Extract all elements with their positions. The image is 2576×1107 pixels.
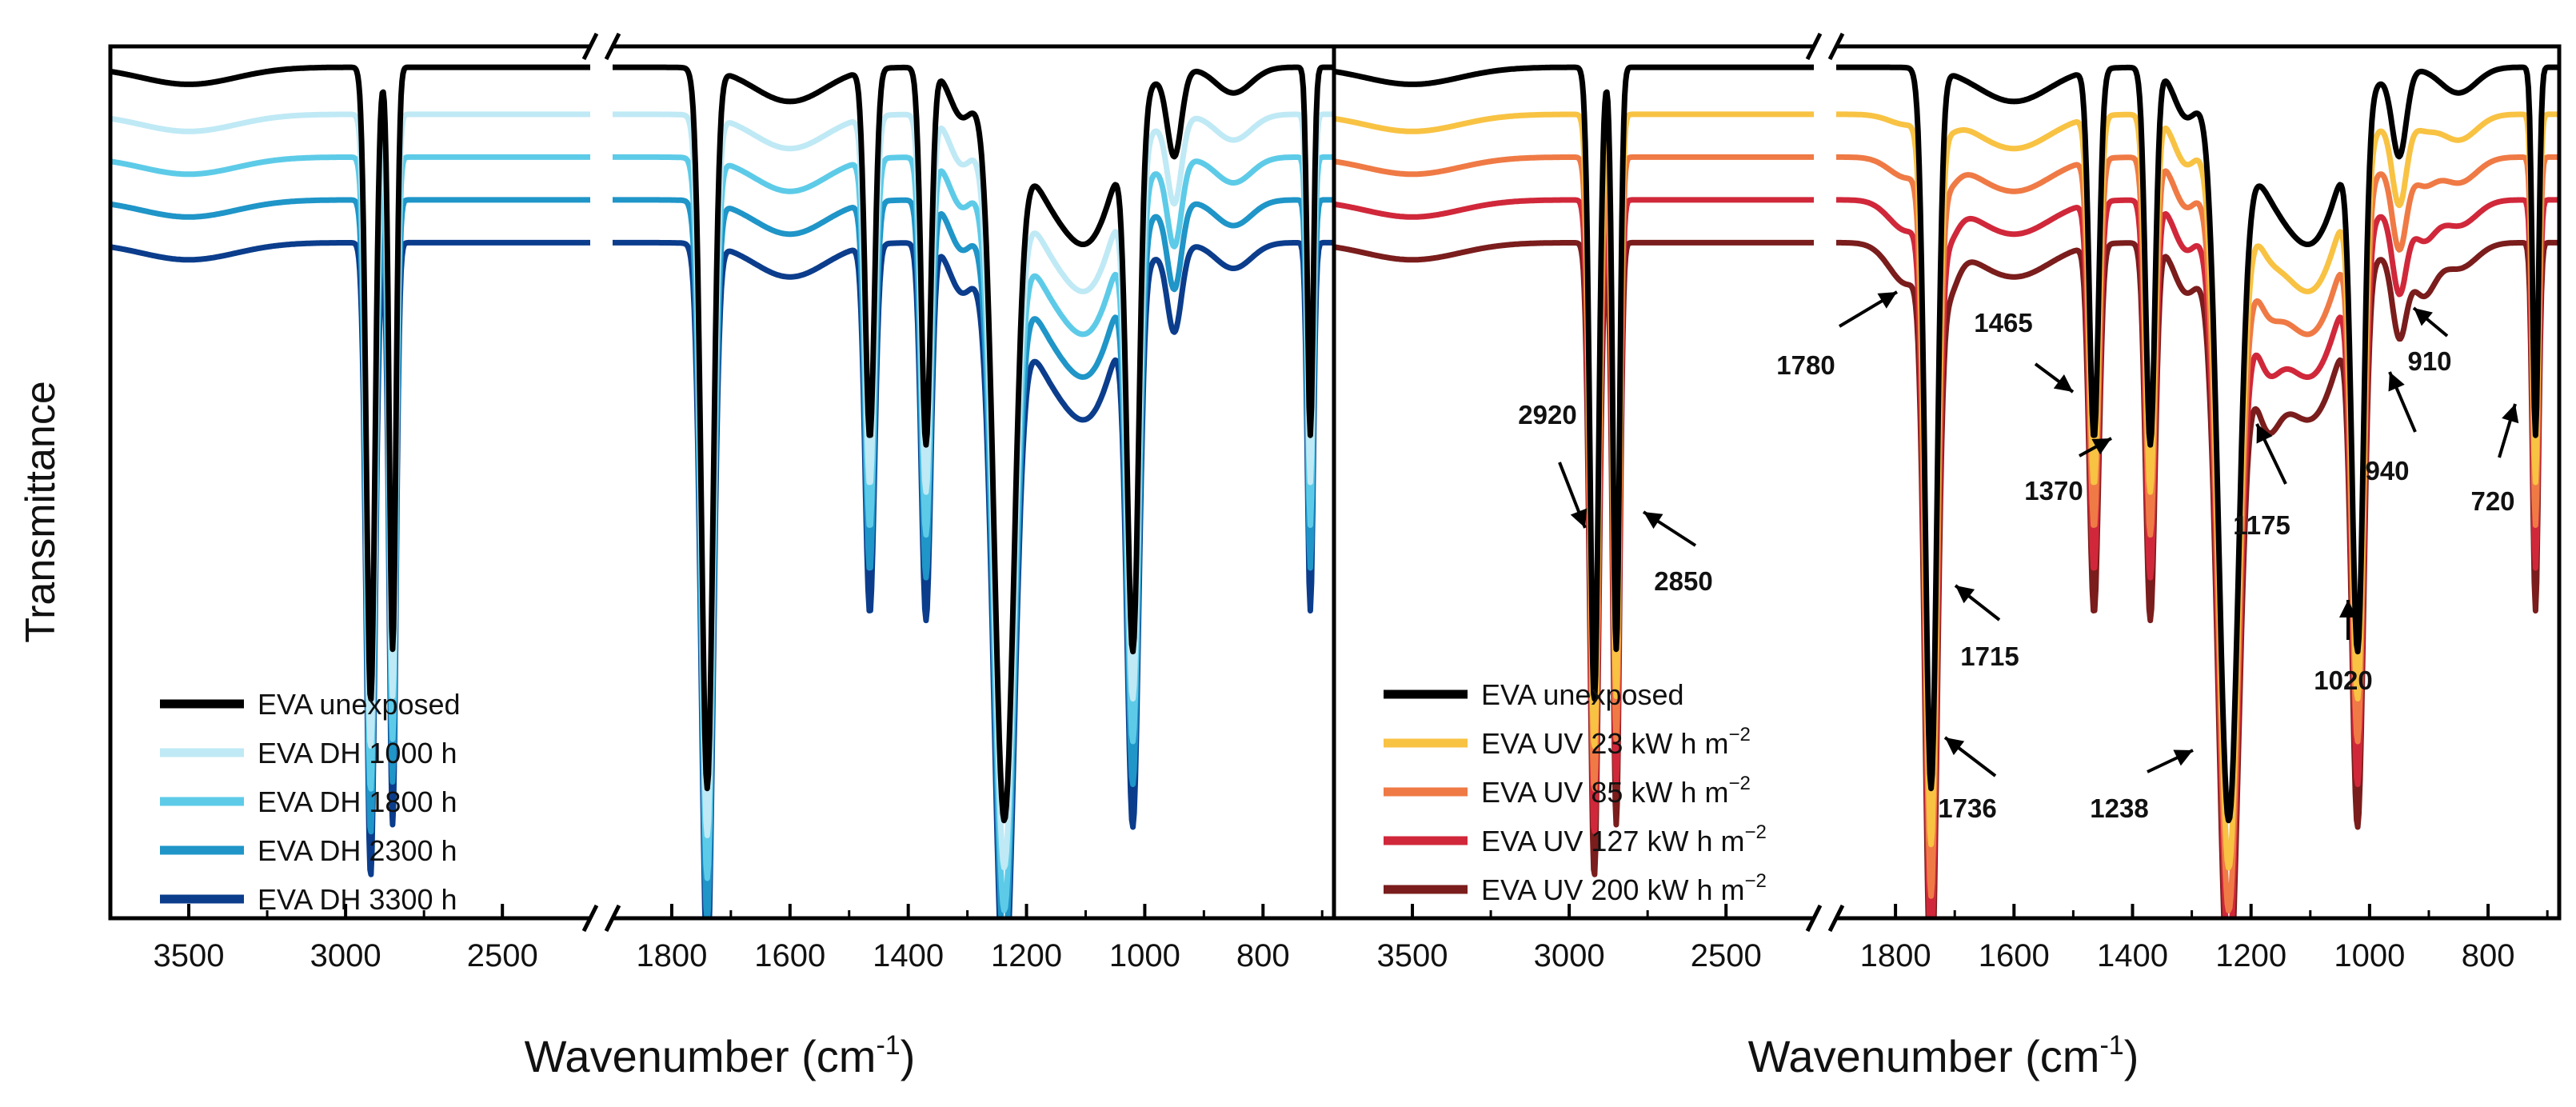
series-line-0-2 [110,154,1334,913]
x-tick-label: 1000 [1109,938,1180,973]
legend-label: EVA DH 2300 h [258,834,457,867]
legend-left: EVA unexposed EVA DH 1000 h EVA DH 1800 h E… [160,688,461,916]
axis-break-mark [604,32,621,61]
x-tick-label: 2500 [467,938,538,973]
peak-label: 910 [2407,346,2451,376]
series-line-0-4 [110,239,1334,918]
x-tick-label: 3000 [1534,938,1605,973]
x-tick-label: 1000 [2334,938,2405,973]
series-line-1-3 [1334,197,2559,918]
break-gap-right [1814,46,1836,918]
x-tick-label: 1400 [873,938,944,973]
peak-arrow-head [2091,438,2111,455]
axis-break-mark [581,904,599,933]
plot-frame-1 [1332,44,2562,921]
peak-label: 2920 [1518,400,1576,430]
legend-label: EVA unexposed [258,688,461,721]
legend-label: EVA DH 3300 h [258,883,457,916]
peak-label: 1175 [2233,510,2290,540]
axis-break-mark [1805,32,1823,61]
x-tick-label: 1600 [1979,938,2050,973]
axis-break-gap [590,913,613,923]
x-axis-label: Wavenumber (cm-1) [525,1030,916,1081]
axis-break-mark [1827,904,1845,933]
axis-break-gap [1814,42,1836,51]
series-line-1-2 [1334,154,2559,913]
legend-label: EVA UV 85 kW h m−2 [1481,773,1751,809]
x-tick-label: 800 [1236,938,1290,973]
x-tick-label: 1800 [636,938,707,973]
series-line-0-0 [110,64,1334,824]
peak-label: 1715 [1960,641,2019,671]
axis-break-mark [1827,32,1845,61]
x-tick-label: 1200 [991,938,1062,973]
legend-label: EVA UV 23 kW h m−2 [1481,724,1751,760]
x-tick-label: 800 [2462,938,2515,973]
peak-label: 940 [2365,456,2409,486]
x-tick-label: 1400 [2097,938,2168,973]
peak-annotations: 2920 2850 1780 1715 1736 1465 1370 1238 1175 1020… [1518,290,2519,823]
x-axis-ticks: 3500 3000 2500 1800 1600 1400 1200 1000 800 3500 3… [154,904,2549,973]
plot-frames [108,32,2562,933]
x-tick-label: 1200 [2215,938,2286,973]
legend-label: EVA unexposed [1481,678,1684,711]
legend-label: EVA DH 1000 h [258,737,457,769]
peak-arrow-head [2502,404,2519,424]
peak-arrow-head [1877,292,1897,309]
peak-label: 1238 [2090,793,2148,823]
peak-arrow-head [1570,508,1588,528]
x-tick-label: 3000 [310,938,381,973]
y-axis-label: Transmittance [18,381,64,643]
peak-arrow-head [2388,372,2405,392]
x-tick-label: 1600 [754,938,825,973]
series-line-1-1 [1334,111,2559,871]
break-gap-left [590,46,613,918]
peak-arrow-head [2339,600,2357,617]
axis-break-mark [1805,904,1823,933]
panel-right: EVA unexposed EVA UV 23 kW h m−2 EVA UV 85… [1334,46,2559,918]
axis-break-gap [1814,913,1836,923]
legend-right: EVA unexposed EVA UV 23 kW h m−2 EVA UV 85… [1384,678,1767,906]
peak-label: 1370 [2024,476,2083,506]
axis-break-gap [590,42,613,51]
peak-arrow-head [2256,424,2273,444]
peak-label: 1020 [2314,665,2372,695]
legend-label: EVA UV 127 kW h m−2 [1481,821,1767,857]
peak-arrow-head [1955,585,1975,604]
peak-label: 720 [2470,486,2514,516]
peak-arrow-head [2053,374,2073,392]
series-line-1-4 [1334,239,2559,918]
peak-arrow-head [2414,308,2433,326]
peak-arrow-head [1945,737,1965,756]
peak-arrow-head [1643,512,1663,530]
series-line-1-0 [1334,64,2559,824]
curves-right [1334,64,2559,918]
peak-label: 2850 [1654,566,1712,596]
peak-arrow-head [2173,749,2193,766]
x-axis-labels: Wavenumber (cm-1) Wavenumber (cm-1) [525,1030,2139,1081]
x-tick-label: 2500 [1691,938,1762,973]
legend-label: EVA DH 1800 h [258,785,457,818]
x-tick-label: 3500 [154,938,225,973]
peak-label: 1736 [1938,793,1996,823]
peak-label: 1780 [1776,350,1835,380]
panel-left: EVA unexposed EVA DH 1000 h EVA DH 1800 h E… [110,46,1334,918]
x-tick-label: 3500 [1377,938,1448,973]
legend-label: EVA UV 200 kW h m−2 [1481,870,1767,906]
x-axis-label: Wavenumber (cm-1) [1748,1030,2139,1081]
x-tick-label: 1800 [1860,938,1931,973]
axis-break-mark [604,904,621,933]
peak-label: 1465 [1974,308,2032,338]
axis-break-mark [581,32,599,61]
series-line-0-1 [110,111,1334,871]
series-line-0-3 [110,197,1334,918]
curves-left [110,64,1334,918]
